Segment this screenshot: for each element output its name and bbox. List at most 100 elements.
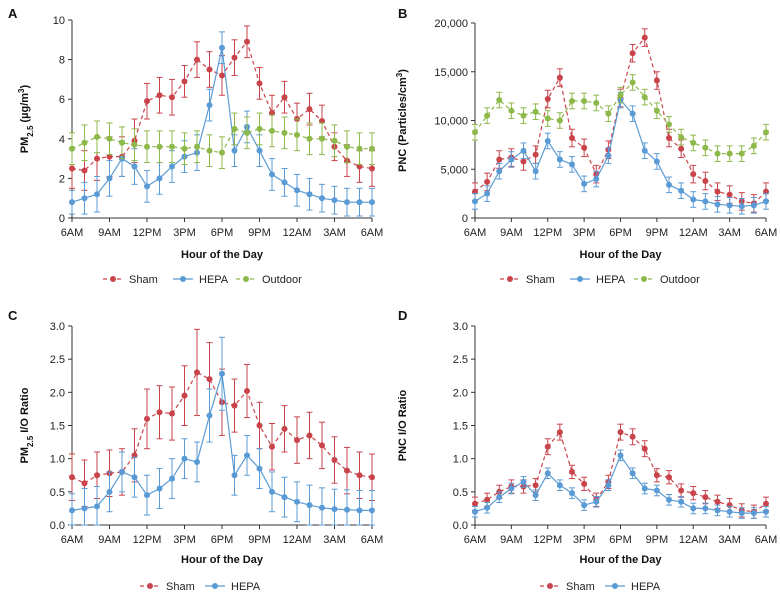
data-point — [629, 433, 636, 440]
data-point — [344, 467, 350, 474]
data-point — [156, 175, 163, 182]
data-point — [472, 500, 478, 507]
data-point — [556, 117, 563, 124]
data-point — [532, 168, 539, 175]
data-point — [94, 472, 100, 479]
data-point — [763, 198, 769, 205]
data-point — [666, 135, 672, 142]
legend-label: Sham — [526, 274, 555, 286]
x-tick-label: 9AM — [98, 534, 121, 546]
data-point — [641, 485, 648, 492]
data-point — [569, 98, 575, 104]
series-outdoor — [69, 112, 375, 169]
panel-letter: C — [8, 308, 18, 323]
data-point — [256, 147, 263, 154]
data-point — [617, 92, 624, 99]
data-point — [156, 92, 163, 99]
data-point — [231, 147, 238, 154]
data-point — [641, 34, 648, 41]
data-point — [678, 187, 685, 194]
x-tick-label: 12AM — [679, 534, 708, 546]
data-point — [653, 158, 660, 165]
data-point — [256, 80, 263, 87]
data-point — [306, 502, 313, 509]
data-point — [702, 177, 709, 184]
data-point — [219, 44, 225, 51]
data-point — [294, 437, 300, 444]
data-point — [356, 199, 363, 206]
data-point — [484, 112, 491, 119]
legend-label: Sham — [166, 581, 195, 593]
data-point — [331, 137, 338, 144]
data-point — [763, 129, 769, 136]
y-tick-label: 1.5 — [50, 421, 65, 433]
data-point — [306, 135, 313, 142]
x-tick-label: 6AM — [361, 227, 384, 239]
y-tick-label: 1.0 — [50, 454, 65, 466]
panel-D: D 0.0 0.5 1.0 1.5 2.0 2.5 3.0 6AM 9AM 12PM 3PM 6PM 9P… — [397, 308, 777, 593]
x-tick-label: 3PM — [173, 534, 196, 546]
x-tick-label: 6PM — [211, 227, 234, 239]
data-point — [702, 505, 709, 512]
data-point — [194, 369, 200, 376]
y-tick-label: 0 — [462, 213, 468, 225]
data-point — [520, 112, 527, 119]
data-point — [344, 143, 350, 150]
data-point — [244, 38, 250, 45]
data-point — [472, 508, 478, 515]
legend-label: HEPA — [199, 274, 229, 286]
x-tick-label: 6PM — [609, 227, 632, 239]
x-tick-label: 6AM — [61, 534, 84, 546]
data-point — [94, 503, 100, 510]
y-tick-label: 0.0 — [50, 520, 65, 532]
data-point — [294, 131, 300, 138]
data-point — [496, 494, 503, 501]
data-point — [726, 202, 733, 209]
x-tick-label: 6AM — [755, 227, 778, 239]
y-axis-title: PNC I/O Ratio — [397, 389, 409, 461]
y-tick-label: 2.0 — [50, 387, 65, 399]
x-tick-label: 12PM — [133, 227, 162, 239]
data-point — [714, 188, 721, 195]
legend-item-hepa: HEPA — [173, 274, 229, 286]
data-point — [294, 498, 300, 505]
legend-item-sham: Sham — [500, 274, 555, 286]
data-point — [194, 56, 200, 63]
data-point — [281, 129, 288, 136]
legend-item-sham: Sham — [140, 581, 195, 593]
data-point — [206, 102, 213, 109]
data-point — [131, 141, 138, 148]
data-point — [206, 66, 213, 73]
data-point — [94, 155, 100, 162]
y-tick-label: 15,000 — [434, 67, 468, 79]
data-point — [344, 199, 350, 206]
x-tick-label: 3AM — [718, 534, 741, 546]
data-point — [169, 143, 175, 150]
data-point — [144, 98, 150, 105]
y-axis-title: PM2.5 (µg/m3) — [17, 84, 35, 153]
y-tick-label: 10,000 — [434, 116, 468, 128]
legend-marker — [577, 276, 583, 282]
data-point — [144, 492, 150, 499]
data-point — [508, 485, 515, 492]
legend-label: Outdoor — [660, 274, 700, 286]
data-point — [231, 54, 238, 61]
data-point — [532, 482, 539, 489]
x-tick-label: 3PM — [573, 227, 596, 239]
y-axis-title: PNC (Particles/cm3) — [395, 69, 410, 172]
data-point — [726, 191, 733, 198]
data-point — [653, 107, 660, 114]
data-point — [106, 175, 113, 182]
data-point — [690, 139, 697, 146]
x-tick-label: 6AM — [464, 534, 487, 546]
data-point — [666, 496, 672, 503]
data-point — [369, 165, 375, 172]
y-tick-label: 5,000 — [440, 164, 468, 176]
data-point — [714, 507, 721, 514]
data-point — [544, 443, 551, 450]
data-point — [520, 478, 527, 485]
legend-marker — [110, 276, 116, 282]
data-point — [81, 195, 88, 202]
data-point — [581, 502, 588, 509]
data-point — [69, 507, 75, 514]
